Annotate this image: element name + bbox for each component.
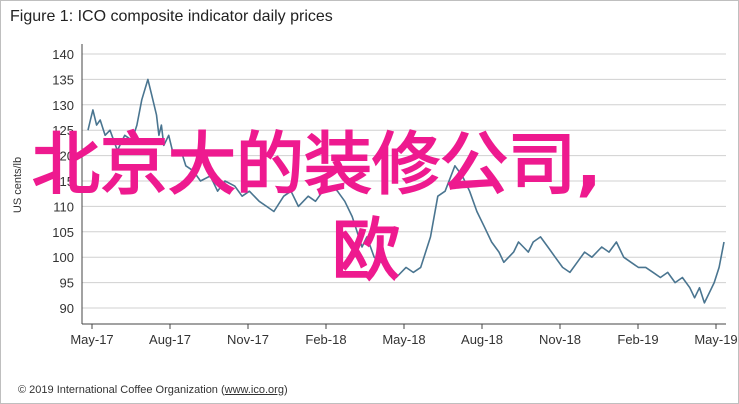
chart-title: Figure 1: ICO composite indicator daily …	[10, 8, 333, 25]
y-tick-label: 130	[52, 98, 74, 113]
y-tick-label: 95	[60, 276, 74, 291]
x-tick-label: May-19	[694, 332, 737, 347]
y-tick-label: 125	[52, 123, 74, 138]
y-tick-label: 100	[52, 250, 74, 265]
x-tick-label: Aug-17	[149, 332, 191, 347]
y-tick-label: 115	[53, 174, 74, 189]
footer-link[interactable]: www.ico.org	[224, 384, 284, 396]
y-tick-label: 105	[52, 225, 74, 240]
y-tick-label: 140	[52, 47, 74, 62]
series-line	[87, 78, 725, 304]
x-tick-label: Feb-19	[617, 332, 658, 347]
overlay-text-line-2: 欧	[332, 212, 401, 291]
footer-copyright-text: © 2019 International Coffee Organization…	[18, 384, 225, 396]
x-tick-label: Feb-18	[305, 332, 346, 347]
x-tick-label: May-18	[382, 332, 425, 347]
y-tick-label: 110	[53, 199, 74, 214]
y-tick-label: 135	[52, 72, 74, 87]
x-tick-label: May-17	[70, 332, 113, 347]
x-tick-label: Nov-17	[227, 332, 269, 347]
x-tick-label: Aug-18	[461, 332, 503, 347]
footer-copyright: © 2019 International Coffee Organization…	[18, 384, 288, 396]
overlay-text-line-1: 北京大的装修公司,	[32, 126, 602, 205]
x-tick-label: Nov-18	[539, 332, 581, 347]
y-tick-label: 90	[60, 301, 74, 316]
footer-close: )	[283, 384, 288, 396]
y-tick-label: 120	[52, 149, 74, 164]
